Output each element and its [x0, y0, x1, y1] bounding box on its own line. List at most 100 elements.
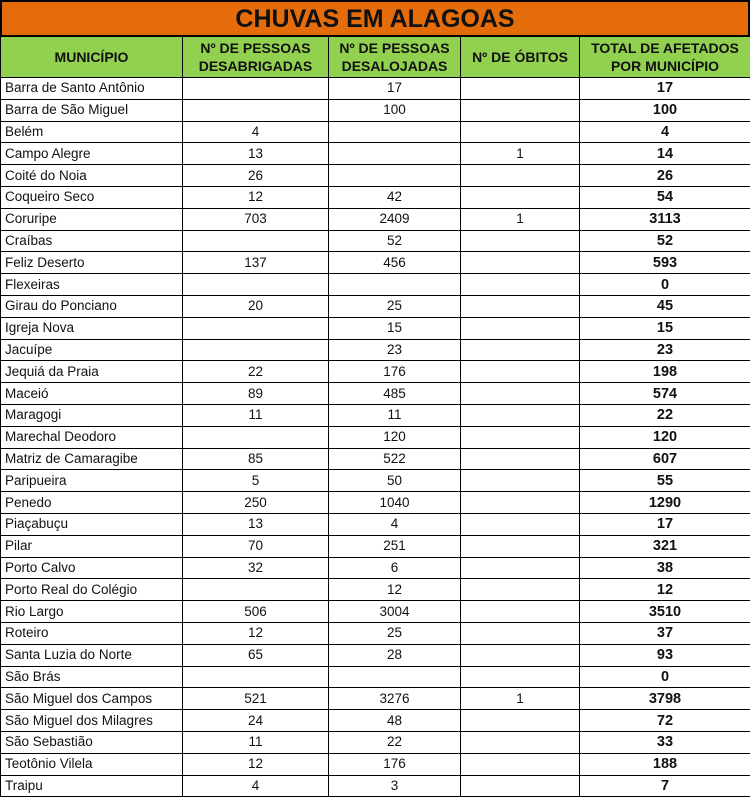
cell-municipio: Porto Calvo [1, 557, 183, 579]
cell-municipio: Paripueira [1, 470, 183, 492]
cell-municipio: Pilar [1, 535, 183, 557]
cell-obitos [461, 601, 580, 623]
cell-municipio: Feliz Deserto [1, 252, 183, 274]
cell-total: 55 [580, 470, 750, 492]
cell-total: 188 [580, 753, 750, 775]
cell-municipio: São Miguel dos Milagres [1, 710, 183, 732]
cell-desalojadas: 456 [329, 252, 461, 274]
cell-desalojadas: 22 [329, 731, 461, 753]
cell-desalojadas: 15 [329, 317, 461, 339]
cell-municipio: Santa Luzia do Norte [1, 644, 183, 666]
cell-municipio: Rio Largo [1, 601, 183, 623]
cell-municipio: Coruripe [1, 208, 183, 230]
cell-desabrigadas: 24 [183, 710, 329, 732]
cell-total: 607 [580, 448, 750, 470]
cell-obitos [461, 775, 580, 797]
cell-total: 15 [580, 317, 750, 339]
cell-municipio: Teotônio Vilela [1, 753, 183, 775]
cell-obitos [461, 535, 580, 557]
cell-total: 33 [580, 731, 750, 753]
cell-municipio: Piaçabuçu [1, 513, 183, 535]
cell-desalojadas [329, 143, 461, 165]
cell-total: 3113 [580, 208, 750, 230]
cell-desalojadas [329, 274, 461, 296]
cell-desalojadas: 25 [329, 295, 461, 317]
cell-total: 26 [580, 165, 750, 187]
cell-obitos: 1 [461, 688, 580, 710]
cell-desalojadas: 48 [329, 710, 461, 732]
cell-desalojadas: 522 [329, 448, 461, 470]
cell-desabrigadas [183, 99, 329, 121]
cell-municipio: Belém [1, 121, 183, 143]
table-title: CHUVAS EM ALAGOAS [0, 0, 750, 36]
data-table: MUNICÍPIO Nº DE PESSOAS DESABRIGADAS Nº … [0, 36, 750, 797]
cell-municipio: São Brás [1, 666, 183, 688]
cell-obitos [461, 99, 580, 121]
cell-municipio: Flexeiras [1, 274, 183, 296]
cell-obitos [461, 121, 580, 143]
cell-desalojadas: 23 [329, 339, 461, 361]
cell-desalojadas: 4 [329, 513, 461, 535]
cell-desabrigadas: 70 [183, 535, 329, 557]
cell-municipio: Coqueiro Seco [1, 186, 183, 208]
cell-total: 7 [580, 775, 750, 797]
cell-desalojadas: 3276 [329, 688, 461, 710]
cell-desabrigadas: 506 [183, 601, 329, 623]
cell-total: 0 [580, 666, 750, 688]
cell-total: 3510 [580, 601, 750, 623]
cell-obitos [461, 557, 580, 579]
cell-total: 574 [580, 383, 750, 405]
cell-obitos [461, 470, 580, 492]
cell-total: 12 [580, 579, 750, 601]
cell-total: 198 [580, 361, 750, 383]
cell-obitos [461, 644, 580, 666]
cell-total: 593 [580, 252, 750, 274]
cell-desalojadas: 3 [329, 775, 461, 797]
cell-desabrigadas: 22 [183, 361, 329, 383]
cell-municipio: Craíbas [1, 230, 183, 252]
cell-total: 100 [580, 99, 750, 121]
cell-obitos [461, 339, 580, 361]
cell-obitos [461, 710, 580, 732]
header-desabrigadas: Nº DE PESSOAS DESABRIGADAS [183, 37, 329, 78]
cell-desabrigadas [183, 317, 329, 339]
cell-municipio: Barra de Santo Antônio [1, 78, 183, 100]
cell-obitos [461, 513, 580, 535]
cell-desabrigadas: 13 [183, 143, 329, 165]
cell-total: 1290 [580, 492, 750, 514]
cell-total: 45 [580, 295, 750, 317]
cell-desalojadas: 17 [329, 78, 461, 100]
cell-obitos [461, 753, 580, 775]
cell-desabrigadas: 703 [183, 208, 329, 230]
cell-total: 0 [580, 274, 750, 296]
cell-obitos [461, 274, 580, 296]
cell-total: 23 [580, 339, 750, 361]
cell-obitos [461, 492, 580, 514]
cell-desabrigadas [183, 426, 329, 448]
cell-obitos [461, 186, 580, 208]
cell-obitos [461, 579, 580, 601]
cell-desabrigadas [183, 666, 329, 688]
cell-desalojadas: 100 [329, 99, 461, 121]
